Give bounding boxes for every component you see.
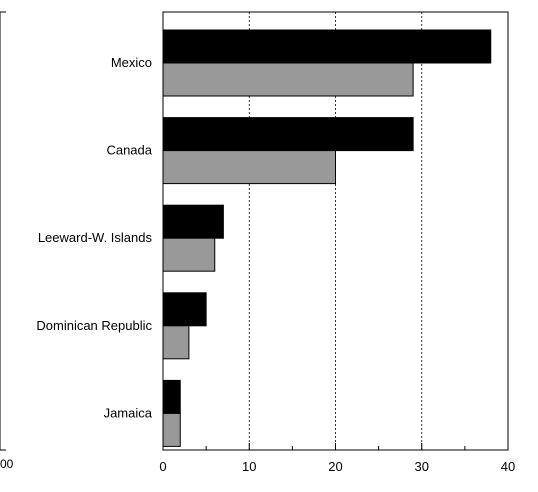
bar-jamaica-series-2 (162, 412, 181, 447)
x-tick-label: 10 (242, 459, 256, 474)
category-label: Leeward-W. Islands (38, 230, 153, 245)
bar-dominican-republic-series-1 (162, 292, 207, 327)
x-tick-label: 20 (328, 459, 342, 474)
category-labels: Mexico Canada Leeward-W. Islands Dominican … (36, 55, 152, 420)
category-label: Mexico (111, 55, 152, 70)
x-tick-label: 30 (415, 459, 429, 474)
plot-frame (162, 11, 509, 451)
bar-dominican-republic-series-2 (162, 325, 190, 360)
bar-canada-series-2 (162, 150, 336, 185)
bar-mexico-series-2 (162, 62, 414, 97)
bar-mexico-series-1 (162, 29, 492, 64)
x-tick-label: 40 (501, 459, 515, 474)
x-tick-label: 0 (159, 459, 166, 474)
bar-canada-series-1 (162, 117, 414, 152)
bar-leeward-w-islands-series-2 (162, 237, 216, 272)
category-label: Jamaica (104, 405, 153, 420)
bar-jamaica-series-1 (162, 379, 181, 414)
bar-leeward-w-islands-series-1 (162, 204, 224, 239)
bars (162, 29, 492, 447)
left-panel-tick-label: 00 (0, 457, 14, 471)
x-axis-ticks: 0 10 20 30 40 (159, 443, 515, 474)
category-label: Dominican Republic (36, 318, 152, 333)
category-label: Canada (106, 143, 152, 158)
